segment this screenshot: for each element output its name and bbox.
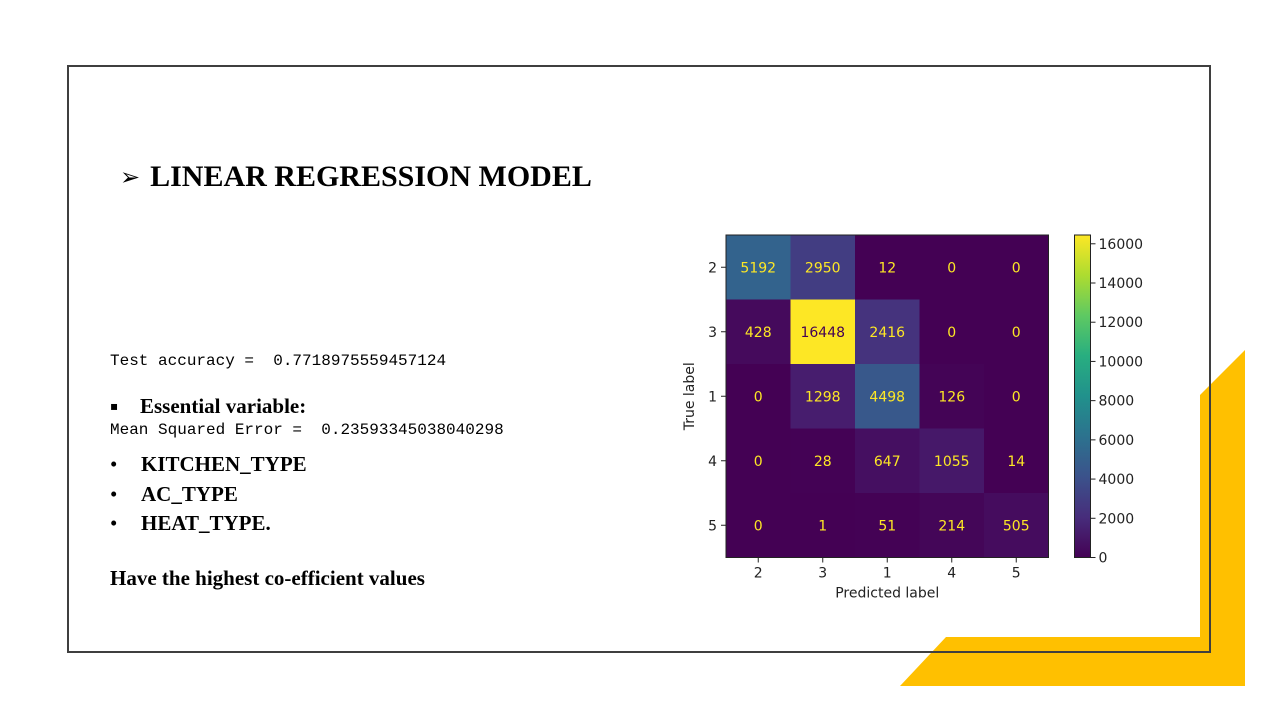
y-tick-label: 2 bbox=[708, 260, 717, 276]
heatmap-cell bbox=[790, 493, 856, 558]
bullet-icon: • bbox=[110, 452, 118, 476]
cell-value-label: 0 bbox=[1012, 260, 1021, 276]
colorbar-tick-label: 8000 bbox=[1099, 394, 1135, 410]
arrow-bullet-icon: ➢ bbox=[120, 163, 141, 191]
cell-value-label: 126 bbox=[938, 389, 965, 405]
heatmap-cell bbox=[855, 364, 920, 429]
x-tick-label: 1 bbox=[883, 566, 892, 582]
cell-value-label: 647 bbox=[874, 454, 901, 470]
heatmap-cell bbox=[984, 364, 1049, 429]
cell-value-label: 0 bbox=[1012, 325, 1021, 341]
x-tick-label: 2 bbox=[754, 566, 763, 582]
cell-value-label: 0 bbox=[754, 454, 763, 470]
heatmap-cell bbox=[984, 235, 1049, 300]
colorbar-tick-label: 6000 bbox=[1099, 433, 1135, 449]
cell-value-label: 505 bbox=[1003, 518, 1030, 534]
cell-value-label: 51 bbox=[878, 518, 896, 534]
metrics-output: Test accuracy = 0.7718975559457124 Mean … bbox=[110, 304, 504, 465]
cell-value-label: 0 bbox=[947, 260, 956, 276]
heatmap-cell bbox=[726, 299, 791, 365]
variable-list: • KITCHEN_TYPE • AC_TYPE • HEAT_TYPE. bbox=[110, 450, 307, 539]
y-tick-label: 3 bbox=[708, 325, 717, 341]
x-axis-ticks: 2 3 1 4 5 bbox=[754, 557, 1021, 582]
heatmap-cell bbox=[984, 493, 1049, 558]
bullet-icon: • bbox=[110, 511, 118, 535]
heatmap-cell bbox=[790, 428, 856, 494]
cell-value-label: 1 bbox=[818, 518, 827, 534]
cell-value-label: 428 bbox=[745, 325, 772, 341]
cell-value-label: 5192 bbox=[740, 260, 776, 276]
colorbar-tick-label: 2000 bbox=[1099, 511, 1135, 527]
cell-value-label: 214 bbox=[938, 518, 965, 534]
colorbar-tick-label: 12000 bbox=[1099, 315, 1144, 331]
variable-name: HEAT_TYPE. bbox=[141, 511, 271, 535]
y-tick-label: 4 bbox=[708, 454, 717, 470]
list-item: • AC_TYPE bbox=[110, 480, 307, 510]
heatmap-cell bbox=[919, 364, 985, 429]
cell-value-label: 12 bbox=[878, 260, 896, 276]
heatmap-cell bbox=[790, 235, 856, 300]
cell-value-label: 0 bbox=[754, 389, 763, 405]
y-tick-label: 5 bbox=[708, 518, 717, 534]
list-item: • KITCHEN_TYPE bbox=[110, 450, 307, 480]
slide-title: ➢ LINEAR REGRESSION MODEL bbox=[120, 160, 592, 194]
cell-value-label: 14 bbox=[1007, 454, 1025, 470]
colorbar-ticks: 0 2000 4000 6000 8000 10000 12000 14000 16000 bbox=[1090, 237, 1144, 567]
mse-line: Mean Squared Error = 0.23593345038040298 bbox=[110, 421, 504, 439]
y-tick-label: 1 bbox=[708, 389, 717, 405]
heatmap-cell bbox=[855, 428, 920, 494]
content-frame bbox=[67, 65, 1211, 653]
colorbar-tick-label: 16000 bbox=[1099, 237, 1144, 253]
square-bullet-icon: ▪ bbox=[110, 399, 119, 413]
list-item: • HEAT_TYPE. bbox=[110, 509, 307, 539]
heatmap-cells: 5192 2950 12 0 0 428 16448 2416 0 0 0 1298 4498 126 0 0… bbox=[726, 235, 1049, 558]
heatmap-cell bbox=[855, 299, 920, 365]
y-axis-ticks: 2 3 1 4 5 bbox=[708, 260, 726, 534]
heatmap-cell bbox=[726, 235, 791, 300]
x-tick-label: 4 bbox=[947, 566, 956, 582]
cell-value-label: 0 bbox=[754, 518, 763, 534]
cell-value-label: 2416 bbox=[869, 325, 905, 341]
heatmap-cell bbox=[984, 428, 1049, 494]
cell-value-label: 1298 bbox=[805, 389, 841, 405]
cell-value-label: 28 bbox=[814, 454, 832, 470]
colorbar-tick-label: 4000 bbox=[1099, 472, 1135, 488]
heatmap-cell bbox=[790, 364, 856, 429]
slide-title-text: LINEAR REGRESSION MODEL bbox=[150, 160, 592, 193]
colorbar-tick-label: 14000 bbox=[1099, 276, 1144, 292]
cell-value-label: 1055 bbox=[934, 454, 970, 470]
x-axis-label: Predicted label bbox=[835, 586, 939, 602]
y-axis-label: True label bbox=[682, 362, 698, 431]
heatmap-cell bbox=[919, 235, 985, 300]
heatmap-cell bbox=[855, 235, 920, 300]
x-tick-label: 5 bbox=[1012, 566, 1021, 582]
heatmap-cell bbox=[919, 493, 985, 558]
conclusion-text: Have the highest co-efficient values bbox=[110, 566, 425, 590]
heatmap-cell bbox=[726, 493, 791, 558]
cell-value-label: 2950 bbox=[805, 260, 841, 276]
x-tick-label: 3 bbox=[818, 566, 827, 582]
cell-value-label: 16448 bbox=[800, 325, 845, 341]
cell-value-label: 0 bbox=[947, 325, 956, 341]
heatmap-cell bbox=[855, 493, 920, 558]
colorbar-tick-label: 10000 bbox=[1099, 354, 1144, 370]
essential-heading: ▪ Essential variable: bbox=[110, 394, 306, 419]
heatmap-cell bbox=[726, 364, 791, 429]
heatmap-cell bbox=[919, 428, 985, 494]
heatmap-cell bbox=[984, 299, 1049, 365]
bullet-icon: • bbox=[110, 481, 118, 506]
heatmap-cell bbox=[790, 299, 856, 365]
cell-value-label: 4498 bbox=[869, 389, 905, 405]
essential-heading-text: Essential variable: bbox=[140, 394, 307, 418]
heatmap-cell bbox=[726, 428, 791, 494]
heatmap-cell bbox=[919, 299, 985, 365]
colorbar bbox=[1074, 234, 1091, 558]
test-accuracy-line: Test accuracy = 0.7718975559457124 bbox=[110, 352, 447, 370]
colorbar-tick-label: 0 bbox=[1099, 551, 1108, 567]
variable-name: KITCHEN_TYPE bbox=[141, 452, 307, 476]
cell-value-label: 0 bbox=[1012, 389, 1021, 405]
variable-name: AC_TYPE bbox=[141, 481, 238, 506]
